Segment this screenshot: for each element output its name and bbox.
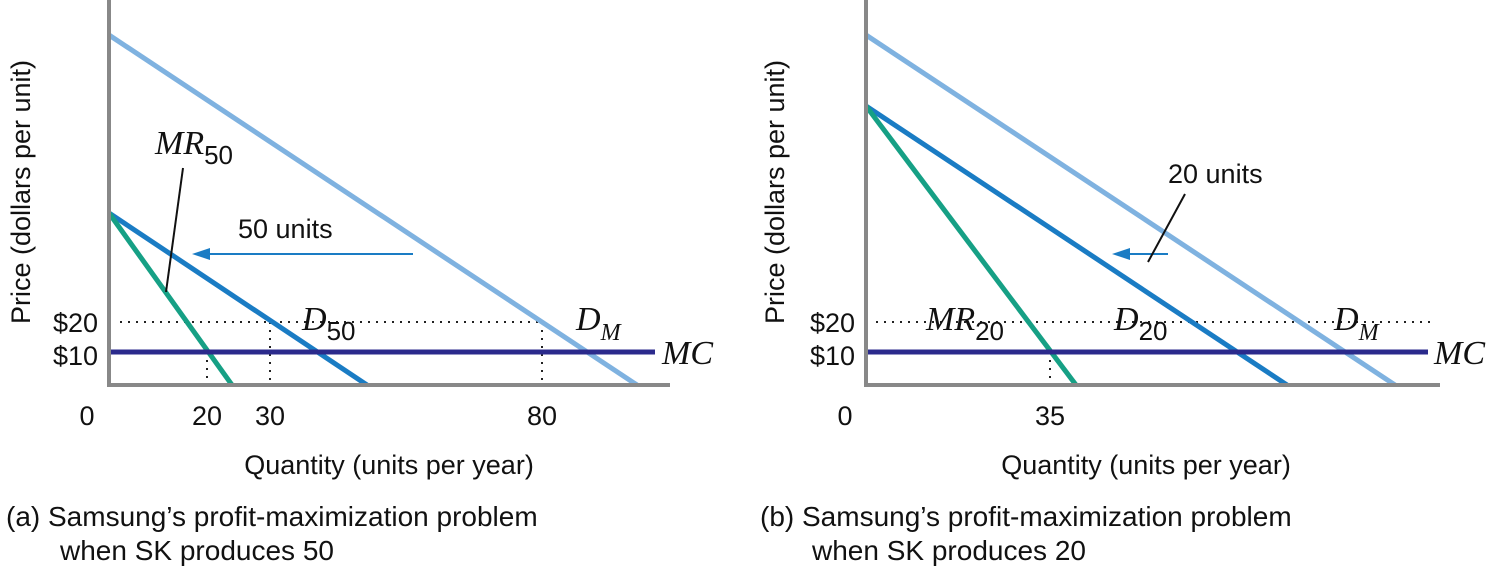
shift-arrowhead-b xyxy=(1112,248,1130,260)
mc-label-b: MC xyxy=(1433,335,1485,372)
x-tick-0-b: 0 xyxy=(837,401,852,431)
mr-label-a: MR50 xyxy=(154,125,233,170)
y-tick-20-a: $20 xyxy=(53,308,98,338)
shift-label-a: 50 units xyxy=(238,214,333,244)
y-tick-10-b: $10 xyxy=(810,341,855,371)
d-label-a: D50 xyxy=(301,301,355,346)
d-label-b: D20 xyxy=(1113,301,1167,346)
y-tick-20-b: $20 xyxy=(810,308,855,338)
x-tick-35-b: 35 xyxy=(1035,401,1065,431)
caption-b-line2: when SK produces 20 xyxy=(811,535,1086,566)
market-demand-line-b xyxy=(864,32,1397,388)
x-tick-30-a: 30 xyxy=(255,401,285,431)
shift-arrowhead-a xyxy=(192,248,210,260)
x-axis-title-a: Quantity (units per year) xyxy=(244,450,534,480)
panel-a: 50 units MR50 D50 DM MC $20 $10 0 20 30 … xyxy=(6,0,713,566)
mr-label-b: MR20 xyxy=(925,301,1004,346)
y-axis-title-b: Price (dollars per unit) xyxy=(760,60,790,324)
x-tick-0-a: 0 xyxy=(79,401,94,431)
marginal-revenue-line-b xyxy=(864,104,1078,387)
dm-label-b: DM xyxy=(1333,301,1381,346)
residual-demand-line-a xyxy=(107,210,369,388)
mc-label-a: MC xyxy=(661,335,713,372)
shift-leader-b xyxy=(1147,193,1186,263)
shift-label-b: 20 units xyxy=(1168,159,1263,189)
y-axis-title-a: Price (dollars per unit) xyxy=(6,60,36,324)
x-tick-20-a: 20 xyxy=(192,401,222,431)
caption-a-line1: (a) Samsung’s profit-maximization proble… xyxy=(6,501,538,532)
x-tick-80-a: 80 xyxy=(527,401,557,431)
dm-label-a: DM xyxy=(575,301,623,346)
mr-leader-a xyxy=(165,167,184,293)
marginal-revenue-line-a xyxy=(106,211,235,387)
x-axis-title-b: Quantity (units per year) xyxy=(1001,450,1291,480)
y-tick-10-a: $10 xyxy=(53,341,98,371)
caption-a-line2: when SK produces 50 xyxy=(59,535,334,566)
residual-demand-line-b xyxy=(864,103,1289,388)
caption-b-line1: (b) Samsung’s profit-maximization proble… xyxy=(760,501,1292,532)
market-demand-line-a xyxy=(107,32,639,388)
panel-b: 20 units MR20 D20 DM MC $20 $10 0 35 Qua… xyxy=(760,0,1485,566)
